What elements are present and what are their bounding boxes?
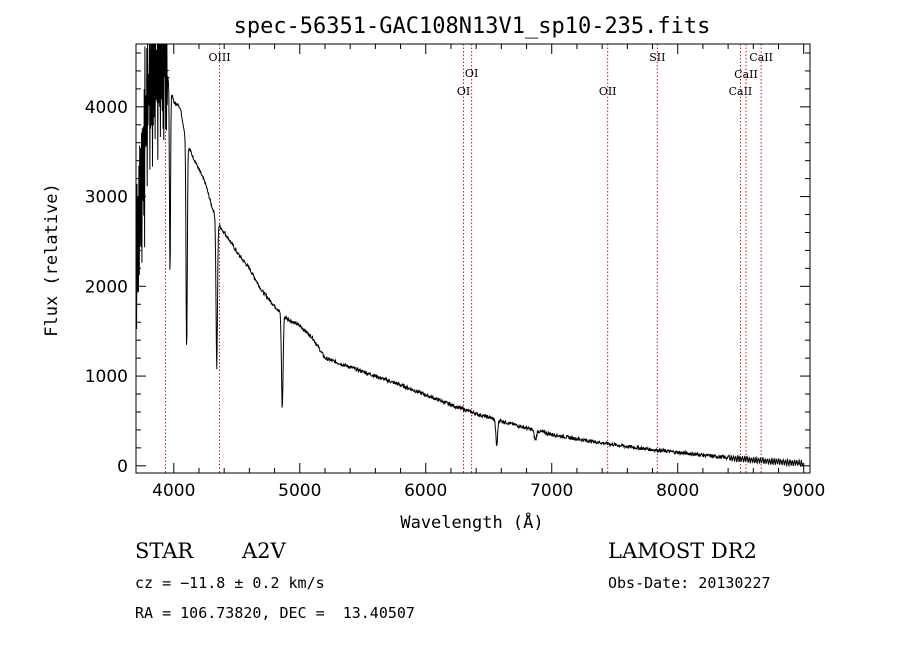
survey-name: LAMOST DR2	[608, 539, 757, 563]
x-tick-label: 7000	[530, 481, 573, 501]
redshift-readout: cz = −11.8 ± 0.2 km/s	[135, 574, 325, 592]
x-tick-label: 6000	[404, 481, 447, 501]
line-marker-label: CaII	[729, 85, 753, 98]
y-tick-label: 1000	[85, 367, 128, 387]
y-tick-label: 0	[117, 457, 128, 477]
chart-title: spec-56351-GAC108N13V1_sp10-235.fits	[234, 14, 711, 39]
x-tick-label: 8000	[656, 481, 699, 501]
spectral-class: A2V	[242, 539, 286, 563]
x-tick-label: 5000	[278, 481, 321, 501]
y-tick-label: 4000	[85, 98, 128, 118]
y-tick-label: 2000	[85, 277, 128, 297]
line-marker-label: CaII	[734, 68, 758, 81]
line-marker-label: CaII	[749, 51, 773, 64]
coordinates: RA = 106.73820, DEC = 13.40507	[135, 604, 415, 622]
spectrum-line	[136, 43, 804, 468]
spectrum-series	[136, 43, 804, 468]
y-axis-label: Flux (relative)	[42, 183, 62, 337]
x-tick-label: 4000	[152, 481, 195, 501]
line-marker-label: OI	[457, 85, 470, 98]
obs-date: Obs-Date: 20130227	[608, 574, 771, 592]
line-marker-label: OI	[465, 67, 478, 80]
x-axis-label: Wavelength (Å)	[400, 511, 543, 533]
line-marker-label: OII	[599, 85, 617, 98]
object-type: STAR	[135, 539, 194, 563]
y-tick-label: 3000	[85, 188, 128, 208]
line-marker-label: OIII	[208, 51, 230, 64]
line-marker-label: SII	[649, 51, 665, 64]
axis-ticks: 4000 5000 6000 7000 8000 9000 0 1000 2000 3000 400…	[85, 44, 825, 501]
x-tick-label: 9000	[782, 481, 825, 501]
plot-frame	[135, 43, 811, 474]
